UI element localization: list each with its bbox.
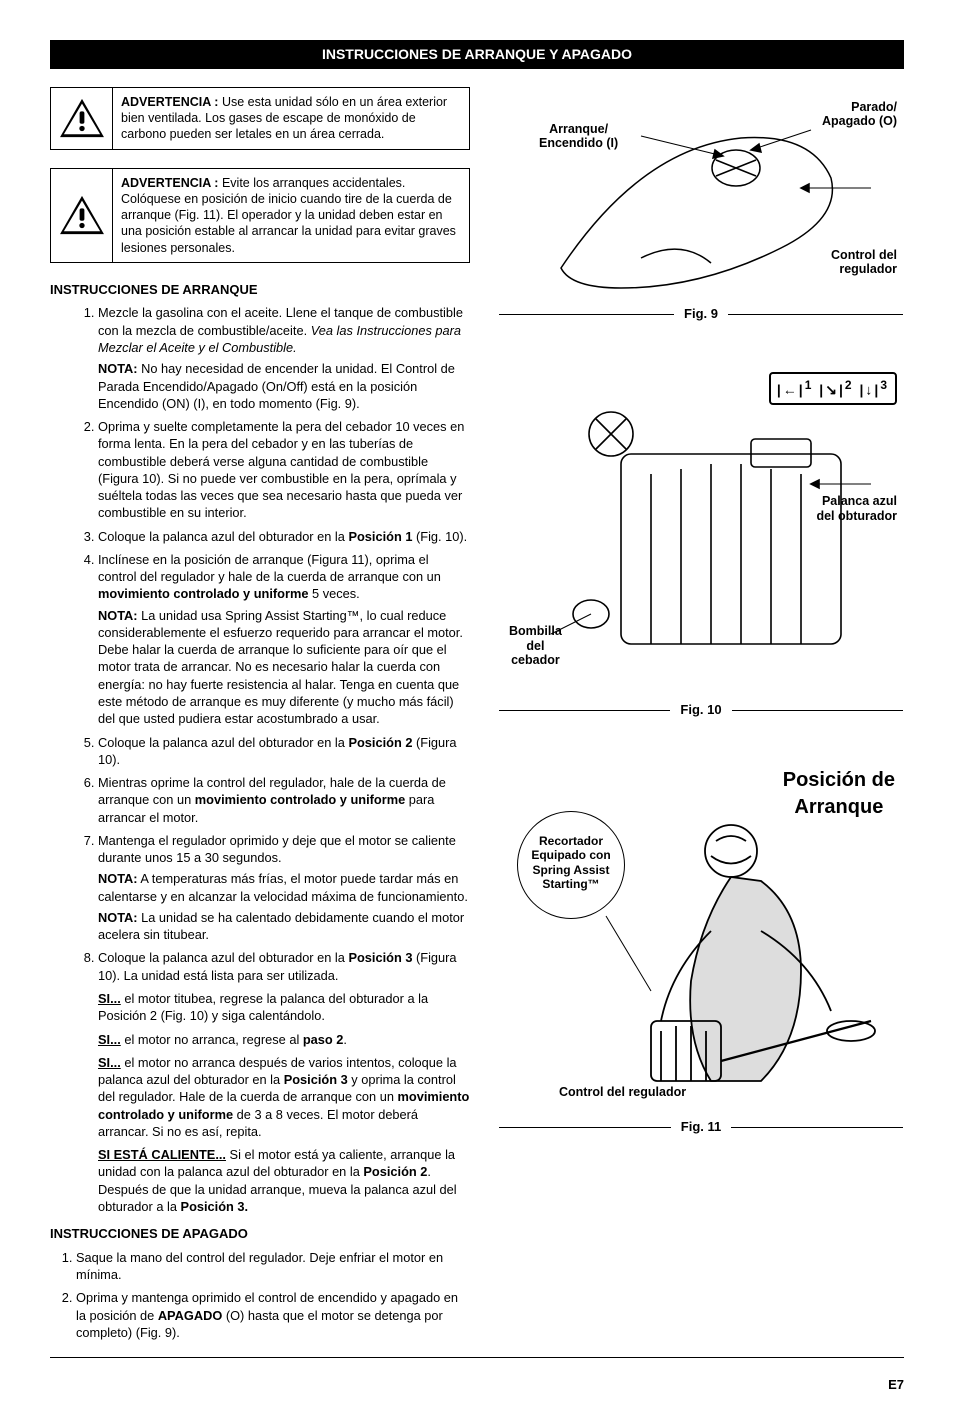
left-column: ADVERTENCIA : Use esta unidad sólo en un… (50, 87, 470, 1347)
fig9-label-stop: Parado/ Apagado (O) (822, 100, 897, 129)
step-7: Mantenga el regulador oprimido y deje qu… (98, 832, 470, 944)
si-block-1: SI... el motor titubea, regrese la palan… (50, 990, 470, 1025)
fig10-caption: Fig. 10 (499, 710, 903, 729)
start-steps-list: Mezcle la gasolina con el aceite. Llene … (50, 304, 470, 984)
fig11-title: Posición de Arranque (783, 767, 895, 821)
step-6: Mientras oprime la control del regulador… (98, 774, 470, 826)
stop-step-1: Saque la mano del control del regulador.… (76, 1249, 470, 1284)
warning-icon (51, 88, 113, 149)
right-column: Arranque/ Encendido (I) Parado/ Apagado … (498, 87, 904, 1347)
figure-11: Posición de Arranque Recortador Equipado… (498, 760, 904, 1147)
fig11-badge: Recortador Equipado con Spring Assist St… (517, 811, 625, 919)
fig10-label-choke: Palanca azul del obturador (816, 494, 897, 523)
section-title-bar: INSTRUCCIONES DE ARRANQUE Y APAGADO (50, 40, 904, 69)
fig9-label-start: Arranque/ Encendido (I) (539, 122, 618, 151)
fig10-label-primer: Bombilla del cebador (509, 624, 562, 667)
page-number: E7 (50, 1376, 904, 1394)
start-instructions-heading: INSTRUCCIONES DE ARRANQUE (50, 281, 470, 299)
step-4: Inclínese en la posición de arranque (Fi… (98, 551, 470, 728)
warning-box-1: ADVERTENCIA : Use esta unidad sólo en un… (50, 87, 470, 150)
step-8: Coloque la palanca azul del obturador en… (98, 949, 470, 984)
figure-10: |←|1 |↘|2 |↓|3 Palanca azul del obturado… (498, 363, 904, 730)
si-block-3: SI... el motor no arranca después de var… (50, 1054, 470, 1140)
bottom-rule (50, 1357, 904, 1358)
warning-label: ADVERTENCIA : (121, 176, 218, 190)
step-5: Coloque la palanca azul del obturador en… (98, 734, 470, 769)
fig9-caption: Fig. 9 (499, 314, 903, 333)
stop-step-2: Oprima y mantenga oprimido el control de… (76, 1289, 470, 1341)
figure-9: Arranque/ Encendido (I) Parado/ Apagado … (498, 87, 904, 334)
step-3: Coloque la palanca azul del obturador en… (98, 528, 470, 545)
si-block-2: SI... el motor no arranca, regrese al pa… (50, 1031, 470, 1048)
warning-box-2: ADVERTENCIA : Evite los arranques accide… (50, 168, 470, 263)
fig9-label-throttle: Control del regulador (831, 248, 897, 277)
fig11-caption: Fig. 11 (499, 1127, 903, 1146)
warning-icon (51, 169, 113, 262)
step-2: Oprima y suelte completamente la pera de… (98, 418, 470, 522)
fig11-label-throttle: Control del regulador (559, 1085, 686, 1099)
step-1: Mezcle la gasolina con el aceite. Llene … (98, 304, 470, 412)
warning-text-2: ADVERTENCIA : Evite los arranques accide… (113, 169, 469, 262)
two-column-layout: ADVERTENCIA : Use esta unidad sólo en un… (50, 87, 904, 1347)
stop-steps-list: Saque la mano del control del regulador.… (50, 1249, 470, 1341)
choke-positions-box: |←|1 |↘|2 |↓|3 (769, 372, 897, 405)
stop-instructions-heading: INSTRUCCIONES DE APAGADO (50, 1225, 470, 1243)
warning-text-1: ADVERTENCIA : Use esta unidad sólo en un… (113, 88, 469, 149)
warning-label: ADVERTENCIA : (121, 95, 218, 109)
si-hot-block: SI ESTÁ CALIENTE... Si el motor está ya … (50, 1146, 470, 1215)
